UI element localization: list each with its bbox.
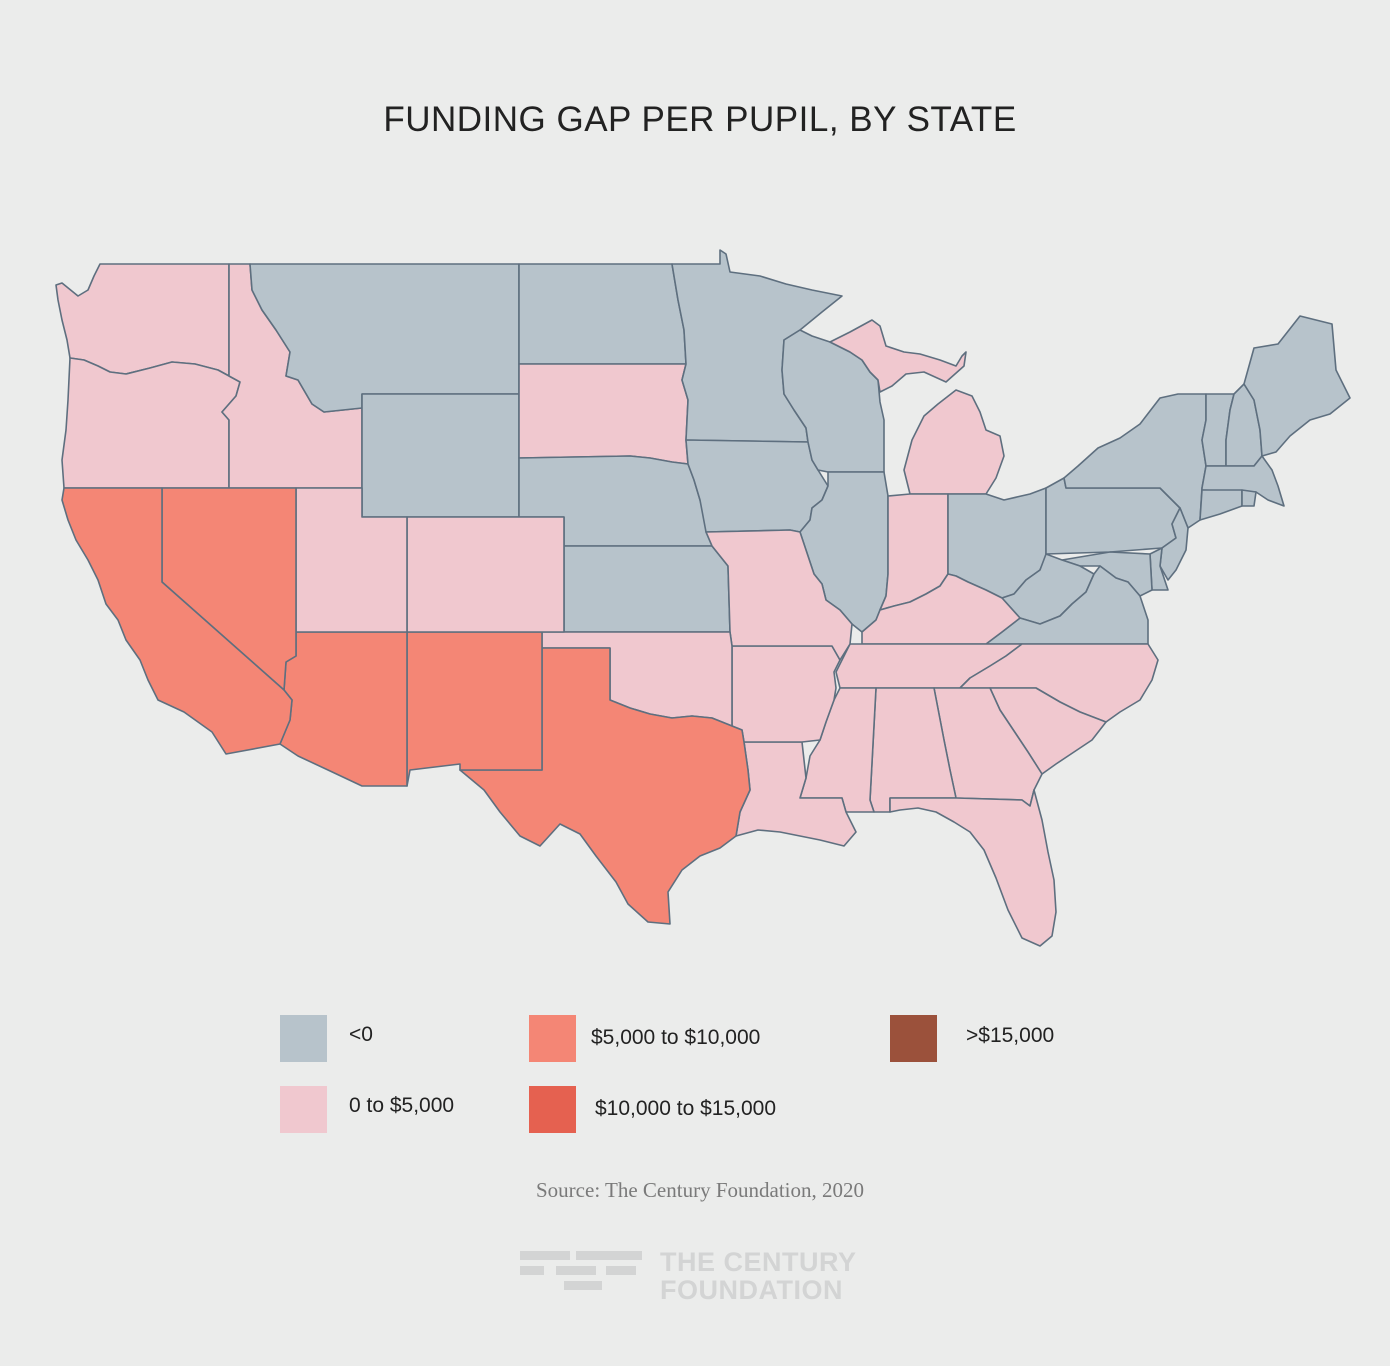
logo-line1: THE CENTURY bbox=[660, 1247, 857, 1277]
legend-swatch-0-5000 bbox=[280, 1086, 327, 1133]
legend-label-5000-10000: $5,000 to $10,000 bbox=[591, 1026, 761, 1049]
map-title: FUNDING GAP PER PUPIL, BY STATE bbox=[383, 100, 1017, 139]
logo-line2: FOUNDATION bbox=[660, 1275, 843, 1305]
state-arizona bbox=[279, 631, 408, 787]
logo-mark-icon bbox=[520, 1251, 642, 1290]
legend-label-10000-15000: $10,000 to $15,000 bbox=[595, 1097, 777, 1120]
legend-swatch-5000-10000 bbox=[529, 1015, 576, 1062]
legend-label-0-5000: 0 to $5,000 bbox=[349, 1094, 455, 1117]
state-texas bbox=[459, 647, 751, 925]
state-maine bbox=[1243, 315, 1351, 457]
state-south-dakota bbox=[518, 363, 689, 465]
source-note: Source: The Century Foundation, 2020 bbox=[536, 1178, 864, 1202]
legend-swatch-lt0 bbox=[280, 1015, 327, 1062]
legend-label-gt15000: >$15,000 bbox=[966, 1024, 1055, 1047]
state-iowa bbox=[685, 439, 829, 533]
state-missouri bbox=[705, 529, 853, 661]
state-connecticut bbox=[1199, 489, 1243, 521]
century-foundation-logo: THE CENTURY FOUNDATION bbox=[520, 1248, 870, 1310]
state-colorado bbox=[406, 516, 565, 633]
state-florida bbox=[889, 789, 1057, 947]
legend-label-lt0: <0 bbox=[349, 1023, 373, 1046]
state-arkansas bbox=[731, 645, 841, 743]
state-new-mexico bbox=[406, 631, 543, 787]
state-kansas bbox=[563, 545, 731, 633]
state-north-dakota bbox=[518, 263, 687, 365]
state-wyoming bbox=[361, 393, 520, 518]
state-virginia bbox=[985, 565, 1149, 645]
legend-swatch-gt15000 bbox=[890, 1015, 937, 1062]
state-rhode-island bbox=[1241, 489, 1257, 507]
state-california bbox=[61, 487, 293, 755]
state-michigan bbox=[903, 389, 1005, 495]
state-new-jersey bbox=[1159, 507, 1189, 581]
state-michigan-upper bbox=[829, 319, 967, 393]
state-pennsylvania bbox=[1045, 477, 1181, 555]
legend-swatch-10000-15000 bbox=[529, 1086, 576, 1133]
state-oregon bbox=[61, 357, 241, 489]
